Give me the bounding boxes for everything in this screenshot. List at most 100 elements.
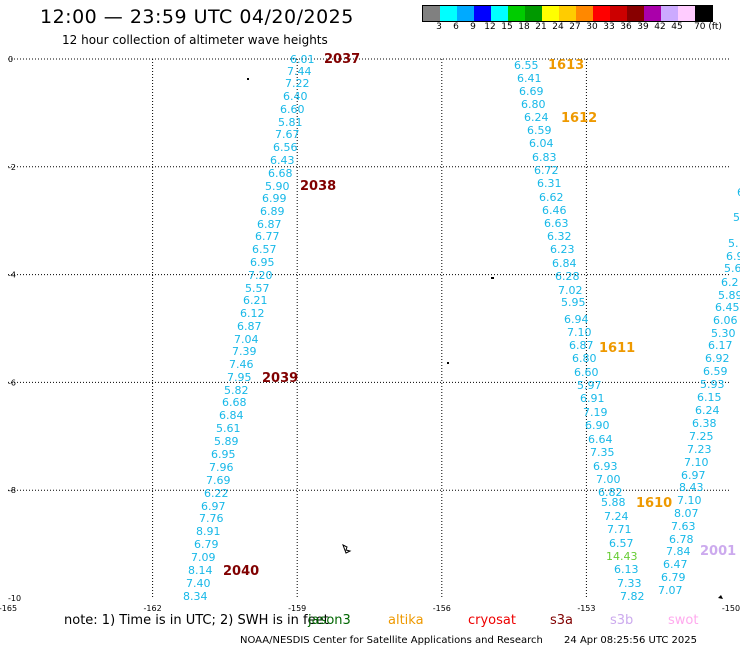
wave-height-value: 6.62 bbox=[539, 191, 564, 204]
wave-height-value: 6.84 bbox=[552, 257, 577, 270]
wave-height-value: 6.40 bbox=[283, 90, 308, 103]
wave-height-value: 6.97 bbox=[681, 469, 706, 482]
wave-height-value: 7.76 bbox=[199, 512, 224, 525]
wave-height-value: 7.20 bbox=[248, 269, 273, 282]
wave-height-value: 5. bbox=[728, 237, 739, 250]
colorbar-label: 9 bbox=[470, 22, 476, 32]
wave-height-value: 6.95 bbox=[211, 448, 236, 461]
pass-number-label: 1610 bbox=[636, 496, 672, 511]
wave-height-value: 7.10 bbox=[677, 494, 702, 507]
pass-number-label: 1613 bbox=[548, 58, 584, 73]
wave-height-value: 6.17 bbox=[708, 339, 733, 352]
wave-height-value: 7.67 bbox=[275, 128, 300, 141]
pass-number-label: 2037 bbox=[324, 52, 360, 67]
footer-credit: NOAA/NESDIS Center for Satellite Applica… bbox=[240, 635, 543, 646]
track-t2001: 6.55.6.95.66.25.896.456.065.306.176.926.… bbox=[658, 186, 740, 597]
wave-height-value: 8.91 bbox=[196, 525, 221, 538]
wave-height-value: 6.46 bbox=[542, 204, 567, 217]
wave-height-value: 6.78 bbox=[669, 533, 694, 546]
wave-height-value: 6.23 bbox=[550, 243, 575, 256]
wave-height-value: 6.43 bbox=[270, 154, 295, 167]
wave-height-value: 7.44 bbox=[287, 65, 312, 78]
lat-tick-label: 0 bbox=[8, 55, 13, 64]
wave-height-value: 6.04 bbox=[529, 137, 554, 150]
wave-height-value: 7.23 bbox=[687, 443, 712, 456]
wave-height-value: 8.34 bbox=[183, 590, 208, 603]
wave-height-value: 6.95 bbox=[250, 256, 275, 269]
lon-tick-label: -165 bbox=[0, 604, 17, 613]
pass-number-label: 2039 bbox=[262, 371, 298, 386]
wave-height-value: 6. bbox=[737, 186, 740, 199]
island-marker bbox=[718, 595, 723, 599]
satellite-legend: jason3 altika cryosat s3a s3b swot bbox=[0, 613, 740, 629]
colorbar-label: 36 bbox=[620, 22, 632, 32]
wave-height-value: 6.87 bbox=[569, 339, 594, 352]
wave-height-value: 7.63 bbox=[671, 520, 696, 533]
pass-number-label: 1611 bbox=[599, 341, 635, 356]
wave-height-value: 6.80 bbox=[572, 352, 597, 365]
wave-height-value: 6.59 bbox=[527, 124, 552, 137]
wave-height-value: 8.07 bbox=[674, 507, 699, 520]
footer-timestamp: 24 Apr 08:25:56 UTC 2025 bbox=[564, 635, 697, 646]
pass-number-label: 1612 bbox=[561, 111, 597, 126]
wave-height-value: 6.22 bbox=[204, 487, 229, 500]
wave-height-value: 6.24 bbox=[524, 111, 549, 124]
legend-item-cryosat: cryosat bbox=[468, 613, 516, 628]
colorbar-swatch bbox=[440, 6, 457, 21]
wave-height-value: 6.94 bbox=[564, 313, 589, 326]
wave-height-value: 14.43 bbox=[606, 550, 638, 563]
wave-height-value: 6.91 bbox=[580, 392, 605, 405]
wave-height-value: 7.33 bbox=[617, 577, 642, 590]
wave-height-value: 5.6 bbox=[724, 262, 740, 275]
colorbar-label: 6 bbox=[453, 22, 459, 32]
wave-height-value: 6.60 bbox=[574, 366, 599, 379]
colorbar-label: 39 bbox=[637, 22, 649, 32]
wave-height-value: 6.59 bbox=[703, 365, 728, 378]
wave-height-value: 7.10 bbox=[684, 456, 709, 469]
colorbar-swatch bbox=[661, 6, 678, 21]
wave-height-value: 7.19 bbox=[583, 406, 608, 419]
wave-height-value: 6.79 bbox=[661, 571, 686, 584]
colorbar-label: 27 bbox=[569, 22, 581, 32]
wave-height-value: 6.12 bbox=[240, 307, 265, 320]
colorbar-swatch bbox=[508, 6, 525, 21]
lat-tick-label: -4 bbox=[8, 271, 16, 280]
colorbar-label: 30 bbox=[586, 22, 598, 32]
lon-tick-label: -162 bbox=[144, 604, 162, 613]
pass-number-label: 2038 bbox=[300, 179, 336, 194]
pass-number-label: 2040 bbox=[223, 564, 259, 579]
legend-item-jason3: jason3 bbox=[308, 613, 351, 628]
wave-height-value: 7.10 bbox=[567, 326, 592, 339]
wave-height-value: 6.83 bbox=[532, 151, 557, 164]
islands bbox=[247, 78, 723, 599]
wave-height-value: 6.57 bbox=[609, 537, 634, 550]
track-t1613: 6.556.416.696.806.246.596.046.836.726.31… bbox=[514, 59, 645, 603]
wave-height-value: 7.71 bbox=[607, 523, 632, 536]
wave-height-value: 5.61 bbox=[216, 422, 241, 435]
colorbar-label: 3 bbox=[436, 22, 442, 32]
wave-height-value: 6.72 bbox=[534, 164, 559, 177]
colorbar-swatch bbox=[678, 6, 695, 21]
pass-labels: 2037 2038 2039 2040 1613 1612 1611 1610 2001 bbox=[223, 52, 736, 579]
colorbar-swatch bbox=[474, 6, 491, 21]
wave-height-value: 6.15 bbox=[697, 391, 722, 404]
colorbar-label: 42 bbox=[654, 22, 666, 32]
wave-height-value: 8.43 bbox=[679, 481, 704, 494]
legend-item-s3b: s3b bbox=[610, 613, 634, 628]
colorbar-label: 24 bbox=[552, 22, 564, 32]
wave-height-value: 7.84 bbox=[666, 545, 691, 558]
wave-height-value: 6.28 bbox=[555, 270, 580, 283]
wave-height-value: 6.87 bbox=[257, 218, 282, 231]
lon-tick-label: -159 bbox=[288, 604, 306, 613]
wave-height-value: 7.00 bbox=[596, 473, 621, 486]
island-marker bbox=[491, 277, 494, 279]
wave-height-value: 5.89 bbox=[214, 435, 239, 448]
wave-height-value: 5.30 bbox=[711, 327, 736, 340]
wave-height-value: 7.04 bbox=[234, 333, 259, 346]
wave-height-value: 6.80 bbox=[521, 98, 546, 111]
wave-height-value: 6.13 bbox=[614, 563, 639, 576]
page-title: 12:00 — 23:59 UTC 04/20/2025 bbox=[40, 6, 354, 28]
pass-number-label: 2001 bbox=[700, 544, 736, 559]
wave-height-value: 6.68 bbox=[222, 396, 247, 409]
